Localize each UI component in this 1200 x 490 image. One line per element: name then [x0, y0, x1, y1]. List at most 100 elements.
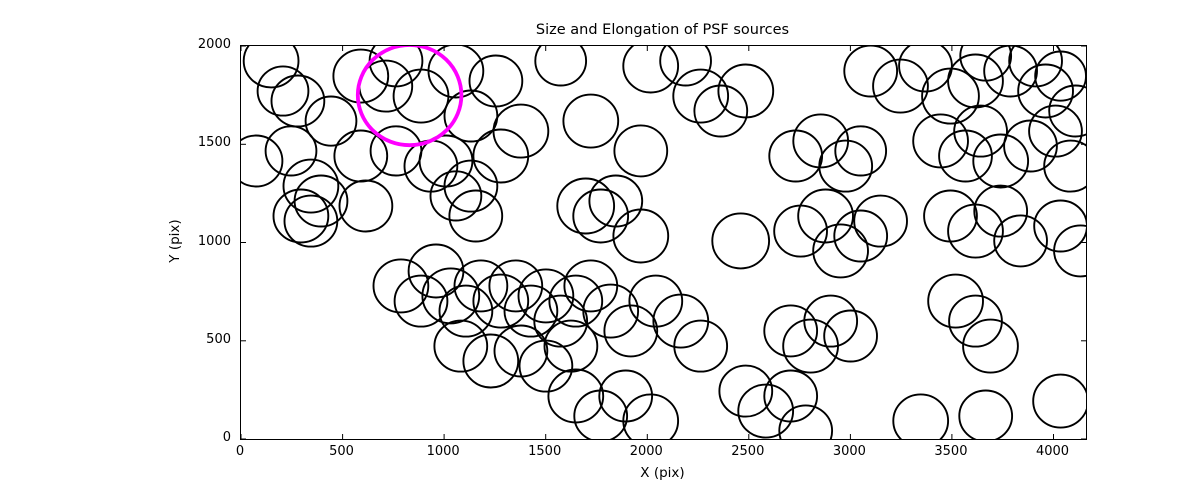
psf-circle — [973, 184, 1029, 238]
psf-circle — [572, 188, 630, 244]
psf-circle — [603, 304, 659, 358]
psf-circle — [403, 139, 459, 193]
psf-circle — [612, 208, 670, 264]
psf-circle — [1043, 139, 1086, 193]
psf-circle — [778, 404, 834, 439]
psf-circle — [264, 125, 318, 177]
psf-circle — [443, 89, 499, 143]
x-axis-label: X (pix) — [640, 465, 685, 481]
x-tick-label: 3000 — [832, 444, 866, 459]
psf-circle — [818, 139, 874, 193]
psf-circle — [588, 174, 644, 228]
psf-circle — [534, 46, 588, 87]
psf-circle — [948, 294, 1003, 348]
psf-circle — [972, 133, 1030, 189]
psf-circle — [468, 54, 524, 108]
psf-circle — [773, 204, 828, 258]
psf-circle — [433, 319, 489, 373]
psf-circle — [333, 129, 389, 183]
x-tick-label: 1500 — [528, 444, 562, 459]
psf-circle — [547, 368, 605, 424]
highlighted-psf-circle — [355, 46, 464, 148]
psf-circle — [1003, 119, 1058, 173]
x-tick-label: 2500 — [731, 444, 765, 459]
psf-circle — [556, 177, 616, 235]
psf-circle — [717, 63, 775, 119]
psf-circle — [448, 189, 504, 243]
psf-circle — [438, 284, 494, 338]
psf-circle — [562, 93, 620, 149]
psf-circle — [598, 369, 654, 423]
psf-circle — [853, 194, 908, 248]
psf-circle — [304, 95, 358, 147]
psf-circle — [823, 309, 878, 363]
psf-circle — [622, 393, 680, 439]
psf-circle — [548, 274, 604, 328]
psf-circle — [947, 53, 1004, 109]
psf-circle — [923, 189, 978, 243]
psf-circle — [1028, 104, 1083, 158]
psf-circle — [582, 283, 640, 339]
psf-circle — [693, 84, 749, 138]
psf-circle — [672, 68, 730, 124]
psf-circle — [659, 46, 712, 87]
psf-circle — [443, 159, 499, 213]
psf-circle — [453, 259, 509, 313]
x-tick-label: 500 — [329, 444, 354, 459]
psf-circle — [429, 170, 483, 222]
psf-circle — [1033, 199, 1086, 253]
psf-circle — [947, 203, 1004, 259]
psf-circle — [272, 188, 330, 244]
psf-circle — [283, 194, 339, 248]
psf-circle — [1034, 50, 1086, 102]
psf-circle — [763, 304, 819, 358]
psf-circle — [372, 258, 430, 314]
psf-circle — [912, 113, 969, 169]
psf-circle — [613, 124, 669, 178]
x-tick-label: 2000 — [629, 444, 663, 459]
psf-circle — [1048, 84, 1086, 138]
psf-circle — [518, 339, 574, 393]
y-tick-label: 500 — [206, 331, 231, 347]
psf-circle — [543, 319, 599, 373]
psf-circle — [393, 274, 449, 328]
psf-circle — [392, 68, 450, 124]
x-tick-label: 4000 — [1035, 444, 1070, 459]
psf-circle — [938, 129, 993, 183]
psf-circle — [427, 46, 485, 99]
psf-circle — [763, 369, 819, 423]
psf-circle — [768, 129, 824, 183]
y-tick-label: 1500 — [197, 135, 231, 151]
psf-circle — [718, 364, 774, 418]
psf-circle — [1032, 373, 1086, 429]
plot-area — [240, 45, 1087, 440]
psf-circle — [493, 324, 549, 378]
psf-circle — [628, 274, 684, 328]
psf-scatter-plot — [241, 46, 1086, 439]
plot-title: Size and Elongation of PSF sources — [535, 22, 790, 38]
psf-circle — [1053, 224, 1086, 278]
psf-circle — [503, 284, 559, 338]
psf-circle — [927, 273, 984, 329]
psf-circle — [622, 46, 680, 94]
psf-circle — [993, 214, 1048, 268]
psf-circle — [492, 103, 550, 159]
psf-circle — [711, 212, 771, 270]
y-tick-label: 2000 — [197, 37, 231, 52]
psf-circle — [1008, 46, 1063, 88]
psf-circle — [533, 294, 589, 348]
psf-circle — [737, 383, 795, 439]
psf-circle — [472, 273, 530, 329]
y-tick-label: 1000 — [197, 233, 231, 249]
psf-circle — [872, 58, 929, 114]
psf-circle — [673, 319, 729, 373]
psf-circle — [517, 268, 575, 324]
psf-circle — [421, 267, 481, 325]
psf-circle — [332, 48, 390, 104]
psf-circle — [958, 389, 1014, 439]
psf-circle — [472, 128, 530, 184]
psf-circle — [241, 134, 284, 188]
x-tick-label: 0 — [235, 444, 245, 459]
psf-circle — [833, 209, 889, 263]
